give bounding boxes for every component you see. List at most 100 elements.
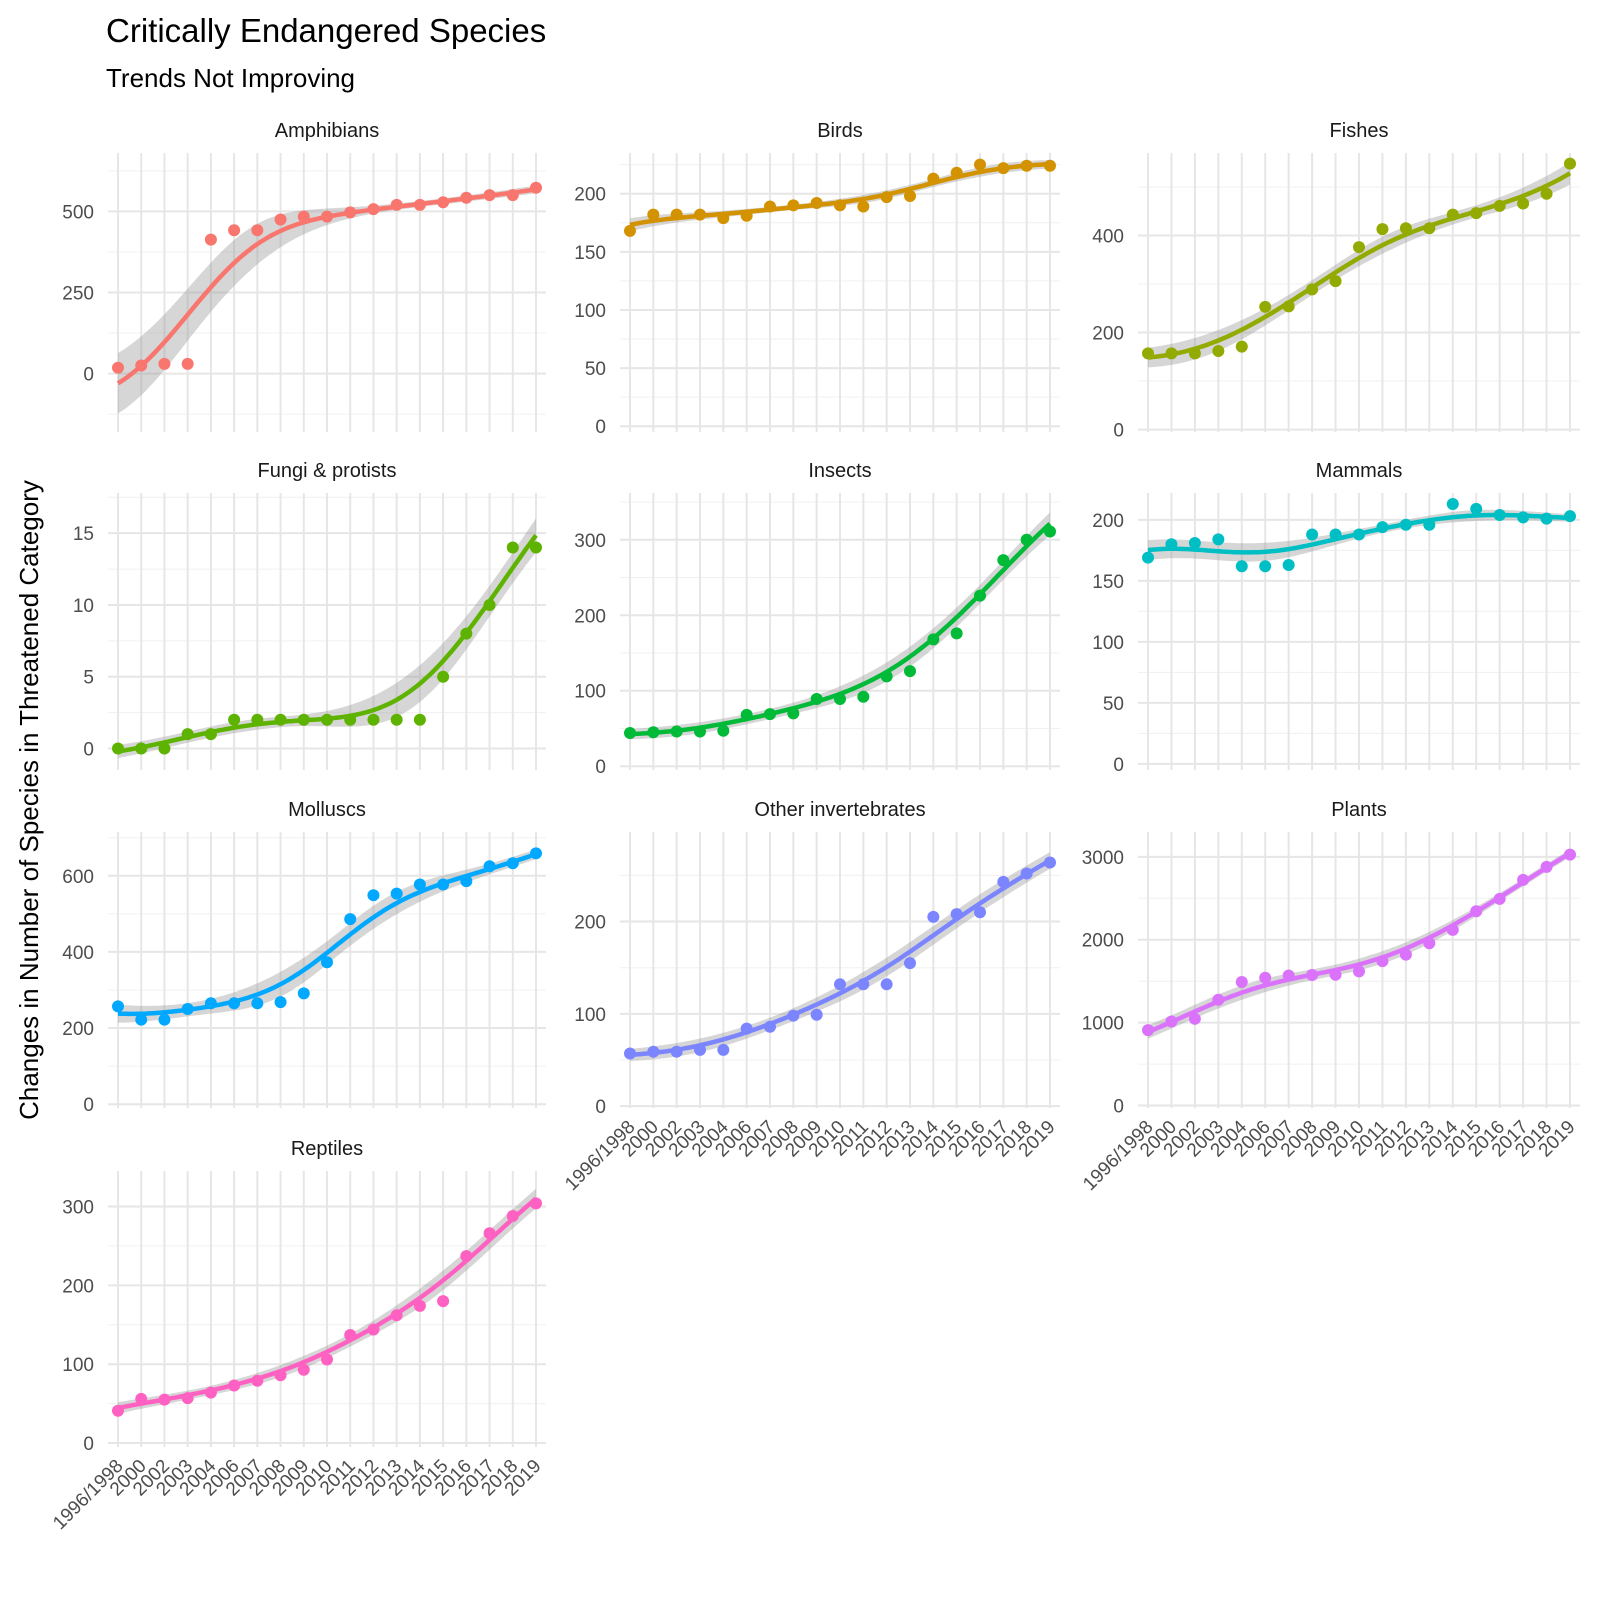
data-point-fungi-protists [228,713,241,726]
panel-title-insects: Insects [808,460,871,482]
data-point-insects [787,707,800,720]
data-point-plants [1517,873,1530,886]
data-point-plants [1306,968,1319,981]
y-tick-label: 0 [83,365,94,386]
data-point-plants [1353,965,1365,978]
data-point-birds [717,212,730,225]
y-tick-label: 150 [1092,572,1124,593]
y-tick-label: 500 [62,202,94,223]
panel-title-molluscs: Molluscs [288,799,366,821]
data-point-insects [997,554,1010,567]
data-point-mammals [1399,518,1412,531]
panel-title-fishes: Fishes [1330,120,1389,142]
data-point-mammals [1329,528,1342,541]
y-tick-label: 0 [595,1097,606,1118]
data-point-reptiles [367,1323,380,1336]
panel-title-other-invertebrates: Other invertebrates [754,799,925,821]
data-point-other-invertebrates [1020,867,1033,880]
data-point-fishes [1376,223,1389,236]
data-point-birds [624,224,636,237]
data-point-amphibians [228,224,241,237]
panel-other-invertebrates: Other invertebrates01002001996/199820002… [561,799,1060,1195]
data-point-birds [857,200,870,213]
panel-title-mammals: Mammals [1316,460,1403,482]
data-point-reptiles [112,1404,124,1417]
data-point-other-invertebrates [904,957,916,970]
y-tick-label: 100 [574,682,606,703]
data-point-reptiles [297,1363,310,1376]
data-point-insects [1020,533,1033,546]
data-point-amphibians [112,361,124,374]
y-tick-label: 200 [62,1276,94,1297]
data-point-fungi-protists [413,713,426,726]
data-point-molluscs [297,987,310,1000]
data-point-mammals [1517,511,1530,524]
data-point-molluscs [158,1013,171,1026]
y-tick-label: 50 [1103,694,1124,715]
data-point-birds [670,208,683,221]
panel-title-amphibians: Amphibians [275,120,380,142]
data-point-amphibians [297,210,310,223]
panel-fungi-protists: Fungi & protists 0 5 10 15 [73,460,546,770]
y-tick-label: 200 [574,913,606,934]
y-tick-label: 100 [574,1005,606,1026]
data-point-molluscs [274,996,287,1009]
data-point-fungi-protists [251,713,264,726]
data-point-plants [1142,1024,1154,1037]
y-axis-label: Changes in Number of Species in Threaten… [14,480,44,1120]
data-point-molluscs [460,875,473,888]
data-point-other-invertebrates [1044,856,1056,869]
panel-molluscs: Molluscs 0 200 400 600 [62,799,546,1116]
data-point-amphibians [437,196,450,209]
data-point-other-invertebrates [997,875,1010,888]
data-point-insects [647,726,660,739]
y-tick-label: 0 [1113,755,1124,776]
data-point-other-invertebrates [950,908,963,921]
panel-reptiles: Reptiles01002003001996/19982000200220032… [49,1138,546,1534]
data-point-fungi-protists [344,713,357,726]
data-point-reptiles [204,1386,217,1399]
data-point-fishes [1446,208,1459,221]
data-point-fungi-protists [112,742,124,755]
y-tick-label: 0 [1113,1097,1124,1118]
data-point-fungi-protists [530,541,542,554]
panel-fishes: Fishes 0 200 400 [1092,120,1580,442]
data-point-mammals [1212,533,1225,546]
y-tick-label: 0 [1113,421,1124,442]
data-point-other-invertebrates [857,978,870,991]
data-point-other-invertebrates [717,1043,730,1056]
y-tick-label: 10 [73,596,94,617]
data-point-fungi-protists [367,713,380,726]
data-point-fungi-protists [204,728,217,741]
data-point-amphibians [506,189,519,202]
data-point-other-invertebrates [740,1022,753,1035]
data-point-plants [1446,923,1459,936]
data-point-birds [1044,159,1056,172]
data-point-reptiles [181,1392,194,1405]
data-point-insects [810,693,823,706]
data-point-molluscs [135,1013,148,1026]
panel-plants: Plants01000200030001996/1998200020022003… [1079,799,1580,1195]
panel-mammals: Mammals 0 50 100 150 200 [1092,460,1580,776]
data-point-molluscs [112,1000,124,1013]
data-point-reptiles [437,1295,450,1308]
data-point-insects [950,627,963,640]
data-point-fishes [1142,347,1154,360]
data-point-other-invertebrates [624,1047,636,1060]
data-point-other-invertebrates [764,1020,776,1033]
data-point-birds [974,158,986,171]
data-point-molluscs [344,913,357,926]
chart-subtitle: Trends Not Improving [106,63,355,93]
data-point-insects [624,727,636,740]
data-point-fishes [1470,207,1483,220]
data-point-plants [1540,860,1553,873]
chart-title: Critically Endangered Species [106,12,546,49]
y-tick-label: 1000 [1082,1014,1124,1035]
data-point-birds [694,208,706,221]
y-tick-label: 400 [62,943,94,964]
data-point-plants [1423,937,1436,950]
data-point-fungi-protists [506,541,519,554]
confidence-band-fungi-protists [118,518,536,758]
data-point-birds [997,162,1010,175]
data-point-birds [1020,159,1033,172]
